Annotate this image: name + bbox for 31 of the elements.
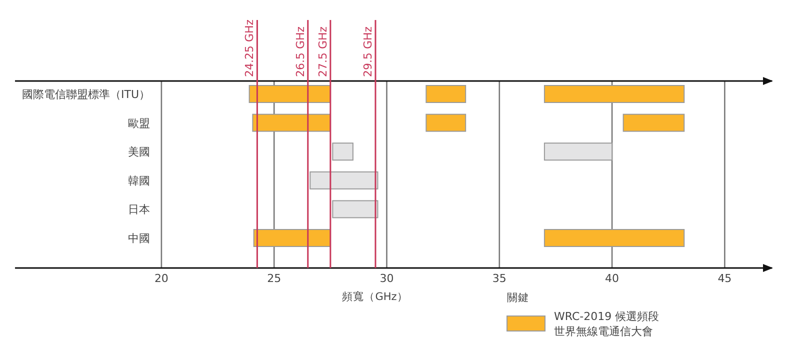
bar [426,114,466,132]
y-tick-label: 日本 [128,203,150,216]
x-tick-label: 30 [380,272,394,285]
y-tick-label: 美國 [128,146,150,159]
bar [253,229,331,247]
x-tick-label: 25 [267,272,282,285]
bar [332,200,378,218]
x-tick-label: 20 [154,272,168,285]
bar [544,85,685,103]
ref-line-label: 27.5 GHz [316,26,330,77]
bar [622,114,685,132]
ref-line-label: 29.5 GHz [361,26,374,77]
x-tick-label: 40 [605,272,620,285]
legend-item: WRC-2019 候選頻段世界無線電通信大會 [506,310,660,338]
ref-line-label: 26.5 GHz [294,26,307,77]
y-tick-label: 中國 [128,232,150,245]
bar [310,171,378,190]
y-tick-label: 國際電信聯盟標準（ITU） [22,88,150,101]
bar [252,114,331,132]
legend-title: 關鍵 [507,292,529,304]
x-axis-title: 頻寬（GHz） [342,290,408,303]
bar [544,229,685,247]
bar [248,85,331,103]
x-tick-label: 45 [718,272,732,285]
bar [426,85,466,103]
legend-label: WRC-2019 候選頻段世界無線電通信大會 [554,310,660,338]
y-tick-label: 韓國 [128,174,150,188]
y-tick-label: 歐盟 [128,116,150,130]
ref-line-label: 24.25 GHz [243,19,256,77]
x-tick-label: 35 [492,272,506,285]
bar [332,142,354,161]
